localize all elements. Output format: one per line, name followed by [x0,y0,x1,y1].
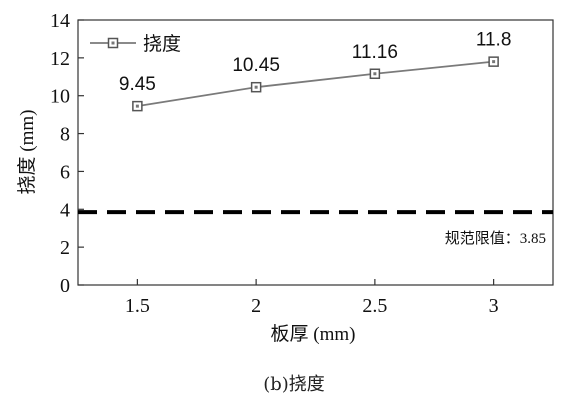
y-tick-label: 8 [60,124,70,146]
x-tick-label: 1.5 [125,295,150,317]
data-label: 11.16 [352,42,398,63]
deflection-chart: 0 2 4 6 8 10 12 14 1.5 2 2.5 3 规范限值：3.85 9.45 10.45… [16,10,554,345]
x-tick-label: 2.5 [362,295,387,317]
x-tick-label: 3 [489,295,499,317]
y-tick-label: 6 [60,161,70,183]
y-tick-label: 2 [60,237,70,259]
x-tick-label: 2 [251,295,261,317]
data-point-marker-center [254,85,258,89]
plot-frame [77,19,554,286]
data-label: 10.45 [232,55,280,76]
legend-label: 挠度 [143,33,181,55]
series-line [137,60,494,108]
figure-caption: (b)挠度 [263,374,325,395]
y-tick-label: 12 [50,48,70,70]
legend-marker-center [111,41,115,45]
y-tick-label: 10 [50,86,70,108]
data-point-marker-center [135,104,139,108]
y-tick-label: 4 [60,199,70,221]
data-label: 9.45 [119,74,156,95]
x-axis-title: 板厚 (mm) [271,323,356,345]
data-label: 11.8 [476,30,512,51]
y-axis-title: 挠度 (mm) [16,110,38,195]
reference-line-label: 规范限值：3.85 [445,230,546,247]
y-tick-label: 14 [50,10,70,32]
y-tick-label: 0 [60,275,70,297]
data-point-marker-center [492,60,496,64]
data-point-marker-center [373,72,377,76]
